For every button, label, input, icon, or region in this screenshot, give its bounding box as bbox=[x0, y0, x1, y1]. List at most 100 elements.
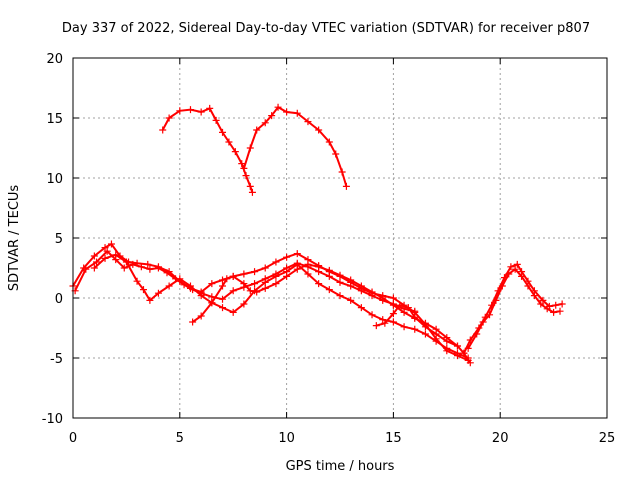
data-point bbox=[90, 252, 98, 260]
data-point bbox=[139, 286, 147, 294]
data-point bbox=[176, 107, 184, 115]
data-point bbox=[246, 144, 254, 152]
series-upper-arc-2 bbox=[240, 103, 350, 190]
data-point bbox=[240, 280, 248, 288]
data-point bbox=[129, 260, 137, 268]
data-point bbox=[304, 118, 312, 126]
data-point bbox=[473, 330, 481, 338]
data-point bbox=[283, 253, 291, 261]
data-point bbox=[246, 287, 254, 295]
y-tick-label: 15 bbox=[46, 112, 63, 127]
data-point bbox=[137, 263, 145, 271]
data-point bbox=[103, 247, 111, 255]
data-point bbox=[336, 292, 344, 300]
data-point bbox=[389, 294, 397, 302]
y-tick-label: -10 bbox=[42, 412, 63, 427]
data-point bbox=[530, 292, 538, 300]
data-point bbox=[381, 319, 389, 327]
series-lower-c bbox=[90, 251, 472, 362]
data-point bbox=[336, 271, 344, 279]
data-point bbox=[101, 244, 109, 252]
data-point bbox=[304, 260, 312, 268]
data-point bbox=[379, 316, 387, 324]
data-point bbox=[293, 265, 301, 273]
data-point bbox=[90, 264, 98, 272]
series-lower-a bbox=[69, 240, 472, 364]
x-tick-label: 15 bbox=[385, 431, 402, 446]
data-point bbox=[268, 112, 276, 120]
data-point bbox=[518, 272, 526, 280]
y-tick-label: 20 bbox=[46, 52, 63, 67]
series-trace bbox=[242, 105, 348, 187]
data-point bbox=[154, 289, 162, 297]
data-point bbox=[165, 282, 173, 290]
data-point bbox=[411, 313, 419, 321]
data-point bbox=[558, 300, 566, 308]
data-point bbox=[248, 188, 256, 196]
data-point bbox=[240, 270, 248, 278]
y-tick-label: 10 bbox=[46, 172, 63, 187]
data-point bbox=[396, 301, 404, 309]
data-point bbox=[223, 275, 231, 283]
data-point bbox=[453, 349, 461, 357]
data-point bbox=[219, 282, 227, 290]
data-point bbox=[186, 106, 194, 114]
data-point bbox=[552, 301, 560, 309]
x-tick-label: 5 bbox=[176, 431, 184, 446]
data-point bbox=[122, 258, 130, 266]
data-point bbox=[112, 251, 120, 259]
data-point bbox=[479, 318, 487, 326]
data-point bbox=[492, 296, 500, 304]
data-point bbox=[357, 282, 365, 290]
data-point bbox=[293, 109, 301, 117]
data-point bbox=[189, 318, 197, 326]
data-point bbox=[261, 284, 269, 292]
data-point bbox=[92, 258, 100, 266]
data-point bbox=[347, 276, 355, 284]
data-point bbox=[283, 272, 291, 280]
data-point bbox=[242, 172, 250, 180]
data-point bbox=[389, 318, 397, 326]
data-point bbox=[505, 270, 513, 278]
series-trace bbox=[192, 263, 459, 347]
data-point bbox=[229, 287, 237, 295]
data-point bbox=[261, 119, 269, 127]
data-point bbox=[464, 344, 472, 352]
data-point bbox=[537, 300, 545, 308]
data-point bbox=[208, 299, 216, 307]
y-tick-label: -5 bbox=[50, 352, 63, 367]
data-point bbox=[432, 337, 440, 345]
series-upper-arc-1 bbox=[159, 104, 256, 196]
data-point bbox=[253, 288, 261, 296]
data-point bbox=[347, 282, 355, 290]
x-axis: 0 5 10 15 20 25 bbox=[69, 58, 615, 446]
x-tick-label: 10 bbox=[278, 431, 295, 446]
data-point bbox=[325, 266, 333, 274]
data-point bbox=[404, 304, 412, 312]
data-point bbox=[229, 272, 237, 280]
x-tick-label: 25 bbox=[599, 431, 616, 446]
data-point bbox=[144, 260, 152, 268]
data-point bbox=[274, 103, 282, 111]
data-point bbox=[261, 278, 269, 286]
data-point bbox=[246, 182, 254, 190]
data-point bbox=[379, 294, 387, 302]
data-point bbox=[133, 277, 141, 285]
data-point bbox=[304, 270, 312, 278]
data-point bbox=[261, 264, 269, 272]
data-point bbox=[251, 268, 259, 276]
data-point bbox=[283, 108, 291, 116]
data-point bbox=[511, 265, 519, 273]
data-point bbox=[507, 263, 515, 271]
data-point bbox=[272, 280, 280, 288]
chart-title: Day 337 of 2022, Sidereal Day-to-day VTE… bbox=[62, 21, 590, 36]
data-point bbox=[325, 272, 333, 280]
y-axis: -10 -5 0 5 10 15 20 bbox=[42, 52, 607, 427]
data-point bbox=[197, 312, 205, 320]
data-point bbox=[272, 258, 280, 266]
data-point bbox=[206, 104, 214, 112]
y-axis-label: SDTVAR / TECUs bbox=[7, 185, 22, 292]
data-point bbox=[347, 296, 355, 304]
data-point bbox=[411, 307, 419, 315]
